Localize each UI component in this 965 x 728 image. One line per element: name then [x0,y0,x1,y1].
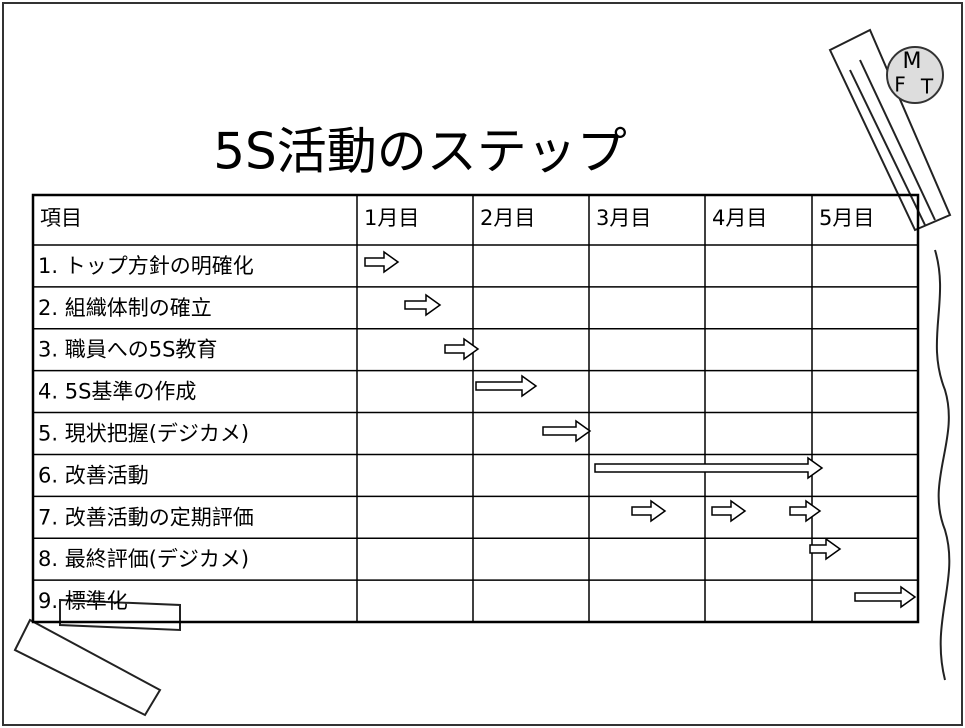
header-cell: 項目 [40,206,82,230]
row-label: 1. トップ方針の明確化 [38,254,254,278]
arrow [594,456,824,480]
arrows [364,250,917,609]
row-label: 8. 最終評価(デジカメ) [38,547,249,571]
arrow [542,419,592,443]
arrow [631,499,667,523]
row-label: 9. 標準化 [38,589,128,613]
table-border [31,193,920,624]
arrow [404,293,442,317]
arrow [789,499,822,523]
crayon-bottom [13,598,181,717]
row-label: 2. 組織体制の確立 [38,296,212,320]
arrow [809,537,842,561]
crayon-top [828,28,952,232]
slide-title: 5S活動のステップ [213,123,627,181]
arrow [711,499,747,523]
header-cell: 2月目 [480,206,535,230]
logo-letter: F [894,73,906,97]
header-cell: 3月目 [596,206,651,230]
arrow [444,337,480,361]
decoration-wave [934,249,951,681]
schedule-table: 項目 1月目 2月目 3月目 4月目 5月目 1. トップ方針の明確化 2. 組織体制の確立 3… [31,193,920,624]
row-label: 5. 現状把握(デジカメ) [38,422,249,446]
header-cell: 4月目 [712,206,767,230]
logo-letter: M [903,49,922,74]
arrow [364,250,400,274]
logo: M F T [886,46,944,104]
arrow [475,374,538,398]
header-cell: 1月目 [364,206,419,230]
header-cell: 5月目 [819,206,874,230]
row-label: 7. 改善活動の定期評価 [38,505,254,529]
logo-letter: T [920,75,934,99]
row-label: 6. 改善活動 [38,463,149,487]
arrow [854,585,917,609]
row-label: 4. 5S基準の作成 [38,380,196,404]
row-label: 3. 職員への5S教育 [38,338,217,362]
